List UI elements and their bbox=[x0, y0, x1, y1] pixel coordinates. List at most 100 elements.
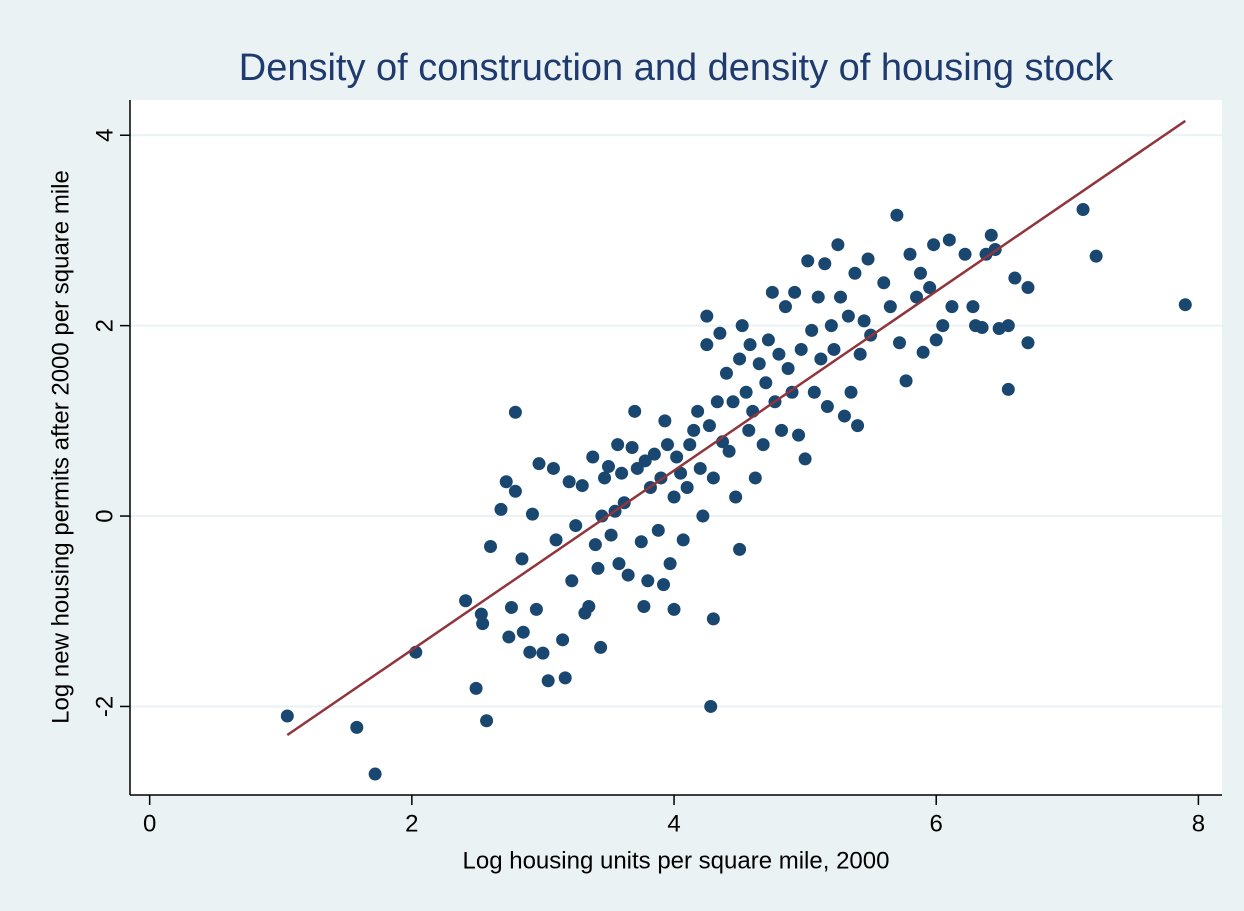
point bbox=[756, 438, 770, 452]
y-tick-label: -2 bbox=[91, 696, 118, 717]
point bbox=[903, 247, 917, 261]
point bbox=[1076, 202, 1090, 216]
point bbox=[660, 438, 674, 452]
point bbox=[651, 523, 665, 537]
point bbox=[877, 276, 891, 290]
point bbox=[598, 471, 612, 485]
point bbox=[549, 533, 563, 547]
point bbox=[657, 578, 671, 592]
point bbox=[494, 502, 508, 516]
point bbox=[459, 594, 473, 608]
point bbox=[638, 454, 652, 468]
chart-title: Density of construction and density of h… bbox=[239, 47, 1114, 89]
point bbox=[628, 404, 642, 418]
point bbox=[615, 466, 629, 480]
point bbox=[502, 630, 516, 644]
point bbox=[781, 361, 795, 375]
point bbox=[733, 542, 747, 556]
point bbox=[910, 290, 924, 304]
point bbox=[975, 321, 989, 335]
point bbox=[546, 461, 560, 475]
point bbox=[586, 450, 600, 464]
y-tick-label: 0 bbox=[91, 509, 118, 522]
point bbox=[575, 479, 589, 493]
point bbox=[775, 423, 789, 437]
x-tick-label: 0 bbox=[143, 810, 156, 837]
point bbox=[820, 400, 834, 414]
point bbox=[612, 557, 626, 571]
point bbox=[984, 228, 998, 242]
point bbox=[280, 709, 294, 723]
point bbox=[916, 345, 930, 359]
point bbox=[683, 438, 697, 452]
point bbox=[772, 347, 786, 361]
point bbox=[515, 552, 529, 566]
point bbox=[778, 300, 792, 314]
point bbox=[936, 319, 950, 333]
point bbox=[742, 423, 756, 437]
y-tick-label: 4 bbox=[91, 129, 118, 142]
point bbox=[604, 528, 618, 542]
point bbox=[556, 633, 570, 647]
point bbox=[674, 466, 688, 480]
point bbox=[788, 285, 802, 299]
point bbox=[700, 338, 714, 352]
point bbox=[670, 450, 684, 464]
x-tick-label: 6 bbox=[930, 810, 943, 837]
point bbox=[893, 336, 907, 350]
point bbox=[1008, 271, 1022, 285]
point bbox=[801, 254, 815, 268]
x-tick-label: 8 bbox=[1192, 810, 1205, 837]
point bbox=[807, 385, 821, 399]
point bbox=[834, 290, 848, 304]
point bbox=[748, 471, 762, 485]
point bbox=[792, 428, 806, 442]
point bbox=[368, 767, 382, 781]
point bbox=[853, 347, 867, 361]
point bbox=[637, 599, 651, 613]
point bbox=[743, 338, 757, 352]
point bbox=[890, 208, 904, 222]
point bbox=[641, 574, 655, 588]
point bbox=[541, 674, 555, 688]
point bbox=[700, 309, 714, 323]
point bbox=[667, 602, 681, 616]
point bbox=[702, 419, 716, 433]
point bbox=[942, 233, 956, 247]
point bbox=[752, 357, 766, 371]
point bbox=[621, 568, 635, 582]
point bbox=[722, 444, 736, 458]
point bbox=[1021, 281, 1035, 295]
point bbox=[504, 600, 518, 614]
point bbox=[794, 342, 808, 356]
point bbox=[798, 452, 812, 466]
point bbox=[1089, 249, 1103, 263]
point bbox=[913, 266, 927, 280]
point bbox=[929, 333, 943, 347]
point bbox=[861, 252, 875, 266]
point bbox=[706, 471, 720, 485]
point bbox=[480, 714, 494, 728]
point bbox=[844, 385, 858, 399]
point bbox=[508, 484, 522, 498]
point bbox=[484, 540, 498, 554]
point bbox=[667, 490, 681, 504]
point bbox=[713, 326, 727, 340]
point bbox=[883, 300, 897, 314]
point bbox=[1001, 319, 1015, 333]
point bbox=[696, 509, 710, 523]
point bbox=[726, 395, 740, 409]
point bbox=[759, 376, 773, 390]
point bbox=[594, 640, 608, 654]
point bbox=[837, 409, 851, 423]
point bbox=[899, 374, 913, 388]
point bbox=[1001, 382, 1015, 396]
point bbox=[536, 646, 550, 660]
point bbox=[923, 281, 937, 295]
point bbox=[735, 319, 749, 333]
point bbox=[634, 535, 648, 549]
y-axis-label: Log new housing permits after 2000 per s… bbox=[47, 170, 74, 724]
point bbox=[588, 538, 602, 552]
point bbox=[565, 574, 579, 588]
